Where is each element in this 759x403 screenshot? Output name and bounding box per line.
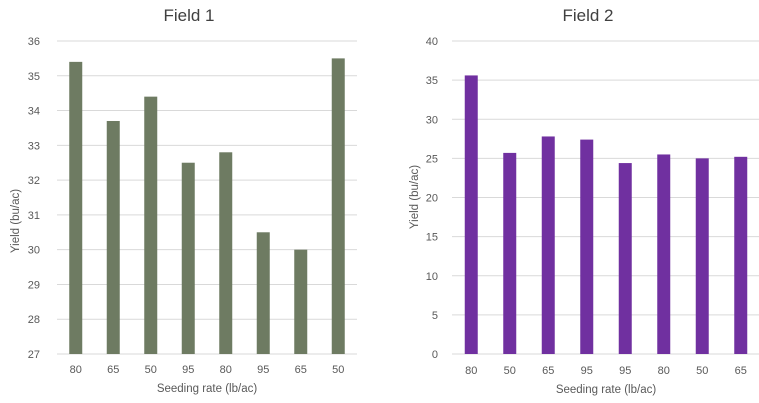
x-tick-label: 95 <box>257 364 269 376</box>
x-tick-label: 65 <box>107 364 119 376</box>
x-tick-label: 80 <box>70 364 82 376</box>
x-tick-label: 65 <box>295 364 307 376</box>
bar <box>181 162 195 354</box>
bars <box>464 75 748 355</box>
y-tick-label: 28 <box>28 314 40 326</box>
field-1-svg: Field 1 27 28 29 30 31 32 33 34 35 36 80 65 50 95 80 9… <box>10 6 357 395</box>
x-tick-label: 50 <box>332 364 344 376</box>
y-tick-label: 5 <box>432 310 438 322</box>
y-tick-label: 27 <box>28 349 40 361</box>
chart-title: Field 2 <box>562 6 613 25</box>
bar <box>503 152 517 354</box>
y-tick-label: 15 <box>426 232 438 244</box>
bar <box>618 163 632 354</box>
bar <box>464 75 478 355</box>
y-tick-label: 20 <box>426 193 438 205</box>
y-tick-label: 10 <box>426 271 438 283</box>
x-axis-label: Seeding rate (lb/ac) <box>556 384 657 396</box>
x-tick-label: 95 <box>581 365 593 377</box>
bar <box>256 232 270 354</box>
x-tick-label: 80 <box>465 365 477 377</box>
x-tick-label: 80 <box>220 364 232 376</box>
y-tick-label: 33 <box>28 140 40 152</box>
y-axis-label: Yield (bu/ac) <box>409 165 421 229</box>
field-2-svg: Field 2 0 5 10 15 20 25 30 35 40 80 50 65 95 95 80 50 6… <box>409 6 759 396</box>
y-tick-labels: 27 28 29 30 31 32 33 34 35 36 <box>28 36 40 361</box>
y-tick-label: 40 <box>426 36 438 48</box>
bar <box>69 61 83 354</box>
y-tick-label: 32 <box>28 175 40 187</box>
x-tick-label: 95 <box>619 365 631 377</box>
x-axis-label: Seeding rate (lb/ac) <box>157 383 258 395</box>
bar <box>580 139 594 354</box>
x-tick-label: 80 <box>658 365 670 377</box>
bar <box>734 156 748 354</box>
y-tick-label: 31 <box>28 210 40 222</box>
bar <box>144 96 158 355</box>
bar <box>657 154 671 354</box>
y-axis-label: Yield (bu/ac) <box>10 189 22 253</box>
x-tick-label: 65 <box>735 365 747 377</box>
bar <box>695 158 709 354</box>
bar <box>106 120 120 354</box>
x-tick-label: 95 <box>182 364 194 376</box>
gridlines <box>452 40 759 355</box>
bar <box>541 136 555 354</box>
x-tick-label: 50 <box>504 365 516 377</box>
bar <box>331 58 345 355</box>
bar <box>294 249 308 354</box>
y-tick-label: 34 <box>28 106 40 118</box>
y-tick-label: 30 <box>426 114 438 126</box>
x-tick-label: 50 <box>145 364 157 376</box>
gridlines <box>57 40 357 355</box>
x-tick-label: 50 <box>696 365 708 377</box>
y-tick-label: 30 <box>28 245 40 257</box>
y-tick-label: 25 <box>426 153 438 165</box>
x-tick-labels: 80 50 65 95 95 80 50 65 <box>465 365 747 377</box>
field-2-chart: Field 2 0 5 10 15 20 25 30 35 40 80 50 65 95 95 80 50 6… <box>379 0 759 403</box>
y-tick-label: 35 <box>28 71 40 83</box>
y-tick-labels: 0 5 10 15 20 25 30 35 40 <box>426 36 438 361</box>
bar <box>219 152 233 354</box>
bars <box>69 58 345 355</box>
x-tick-labels: 80 65 50 95 80 95 65 50 <box>70 364 345 376</box>
x-tick-label: 65 <box>542 365 554 377</box>
field-1-chart: Field 1 27 28 29 30 31 32 33 34 35 36 80 65 50 95 80 9… <box>0 0 379 403</box>
y-tick-label: 29 <box>28 279 40 291</box>
chart-title: Field 1 <box>163 6 214 25</box>
y-tick-label: 0 <box>432 349 438 361</box>
y-tick-label: 35 <box>426 75 438 87</box>
y-tick-label: 36 <box>28 36 40 48</box>
